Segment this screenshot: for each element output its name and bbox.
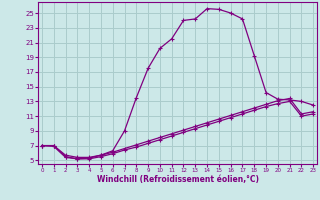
- X-axis label: Windchill (Refroidissement éolien,°C): Windchill (Refroidissement éolien,°C): [97, 175, 259, 184]
